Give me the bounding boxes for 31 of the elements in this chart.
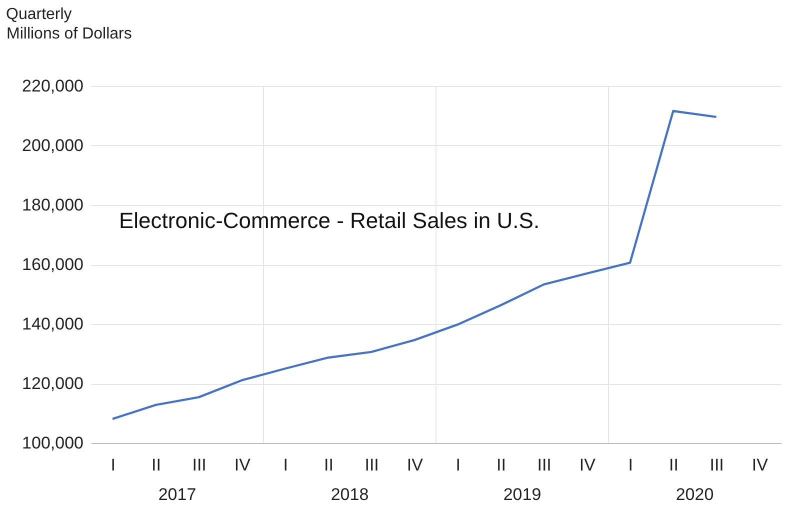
x-tick-label: III — [364, 456, 379, 474]
text: 2017 — [158, 485, 196, 504]
x-tick-label: II — [324, 456, 334, 474]
text: Electronic-Commerce - Retail Sales in U.S. — [119, 208, 540, 233]
y-tick-label: 160,000 — [22, 255, 84, 274]
y-tick-label: 200,000 — [22, 136, 84, 155]
text: 2018 — [330, 485, 369, 504]
x-tick-label: II — [496, 456, 506, 474]
y-tick-label: 100,000 — [22, 434, 84, 452]
x-tick-label: I — [456, 456, 460, 474]
text: 2020 — [676, 485, 714, 504]
x-tick-label: IV — [234, 456, 252, 474]
x-tick-label: I — [283, 456, 288, 474]
y-tick-label: 180,000 — [22, 196, 84, 214]
y-tick-label: 140,000 — [22, 314, 84, 334]
line-series — [111, 110, 718, 420]
y-tick-label: 220,000 — [22, 76, 84, 96]
chart-subtitle: Quarterly — [6, 6, 72, 23]
x-tick-label: I — [110, 456, 116, 474]
x-tick-label: I — [628, 456, 633, 474]
x-tick-label: II — [151, 456, 161, 474]
x-tick-label: IV — [579, 456, 596, 474]
x-tick-label: IV — [406, 456, 424, 474]
text: 2019 — [503, 485, 542, 504]
x-tick-label: III — [192, 456, 206, 474]
x-tick-label: IV — [752, 456, 769, 474]
x-tick-label: II — [668, 456, 678, 474]
y-axis-title: Millions of Dollars — [6, 26, 132, 42]
x-tick-label: III — [710, 456, 724, 474]
y-tick-label: 120,000 — [22, 374, 84, 393]
x-tick-label: III — [537, 456, 552, 474]
